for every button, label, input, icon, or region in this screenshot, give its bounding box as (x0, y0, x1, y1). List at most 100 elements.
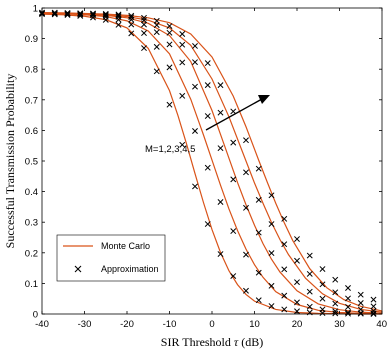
annotation-arrow (205, 98, 263, 131)
approximation-marker (255, 165, 262, 172)
approximation-marker (345, 304, 351, 310)
approximation-marker (153, 22, 160, 29)
approximation-marker (370, 310, 377, 317)
y-tick-label: 0.2 (25, 248, 38, 259)
x-tick-label: 20 (292, 319, 303, 330)
approximation-marker (153, 43, 160, 50)
approximation-marker (268, 282, 275, 289)
x-tick-label: -40 (35, 319, 49, 330)
legend-marker-swatch (74, 265, 82, 273)
approximation-marker (281, 292, 288, 299)
approximation-marker (357, 300, 364, 306)
approximation-marker (128, 21, 135, 28)
approximation-marker (141, 21, 147, 28)
approximation-marker (319, 306, 326, 313)
approximation-marker (77, 11, 84, 18)
approximation-marker (192, 83, 198, 90)
approximation-marker (192, 42, 198, 49)
approximation-marker (217, 251, 224, 257)
approximation-marker (243, 169, 249, 176)
approximation-marker (255, 269, 262, 276)
approximation-marker (319, 266, 326, 272)
x-tick-label: 0 (209, 319, 214, 330)
approximation-marker (166, 23, 173, 30)
y-tick-label: 0.5 (25, 157, 38, 168)
approximation-marker (141, 45, 147, 52)
x-axis: -40 -30 -20 -10 0 10 20 30 40 (35, 8, 387, 330)
approximation-marker (90, 12, 96, 19)
approximation-marker (281, 241, 288, 248)
approximation-marker (217, 199, 224, 205)
approximation-marker (217, 145, 224, 152)
approximation-marker (370, 307, 377, 314)
approximation-marker (166, 101, 173, 108)
approximation-marker (141, 14, 147, 21)
approximation-marker (306, 303, 313, 310)
approximation-marker (357, 306, 364, 313)
monte-carlo-curve-m5 (41, 11, 383, 312)
approximation-marker (115, 12, 122, 19)
approximation-marker (128, 30, 135, 37)
approximation-marker (204, 164, 211, 171)
y-tick-label: 0.1 (25, 279, 38, 290)
approximation-marker (357, 291, 364, 298)
approximation-marker (77, 13, 84, 19)
approximation-marker (179, 141, 186, 148)
approximation-marker (255, 196, 262, 203)
monte-carlo-curve-m4 (41, 12, 383, 313)
approximation-marker (345, 295, 351, 302)
approximation-marker (243, 251, 249, 258)
y-tick-label: 1 (33, 4, 38, 15)
approximation-marker (115, 13, 122, 20)
approximation-marker (115, 16, 122, 23)
approximation-marker (230, 176, 237, 183)
approximation-marker (281, 306, 288, 313)
approximation-marker (90, 10, 96, 17)
x-tick-label: -30 (78, 319, 92, 330)
annotation: M=1,2,3,4,5 (145, 95, 270, 155)
approximation-marker (294, 257, 300, 264)
approximation-marker (115, 11, 122, 18)
approximation-marker (294, 279, 300, 286)
approximation-marker (204, 82, 211, 89)
approximation-marker (141, 17, 147, 24)
approximation-marker (115, 21, 122, 28)
approximation-marker (153, 68, 160, 75)
legend-label-approximation: Approximation (101, 264, 159, 274)
y-tick-label: 0.3 (25, 218, 38, 229)
approximation-marker (268, 192, 275, 199)
x-tick-label: 30 (334, 319, 345, 330)
annotation-text: M=1,2,3,4,5 (145, 144, 195, 155)
x-tick-label: -20 (120, 319, 134, 330)
approximation-marker (370, 303, 377, 310)
y-axis: 0 0.1 0.2 0.3 0.4 0.5 0.6 0.7 0.8 0.9 1 (25, 4, 382, 321)
approximation-marker (128, 14, 135, 21)
approximation-marker (204, 221, 211, 227)
approximation-marker (64, 9, 71, 16)
approximation-marker (319, 295, 326, 302)
y-tick-label: 0.6 (25, 126, 38, 137)
approximation-marker (281, 215, 288, 222)
y-tick-label: 0.4 (25, 187, 38, 198)
approximation-marker (230, 228, 237, 235)
approximation-marker (306, 288, 313, 295)
y-tick-label: 0 (33, 310, 38, 321)
legend-box (56, 234, 166, 282)
markers-layer (39, 9, 377, 317)
monte-carlo-curve-m1 (41, 13, 382, 315)
approximation-marker (192, 128, 198, 134)
approximation-marker (332, 276, 339, 283)
approximation-marker (268, 250, 275, 257)
y-tick-label: 0.9 (25, 34, 38, 45)
approximation-marker (243, 137, 249, 144)
x-axis-label: SIR Threshold τ (dB) (161, 335, 263, 349)
approximation-marker (243, 287, 249, 294)
approximation-marker (255, 297, 262, 304)
approximation-marker (141, 30, 147, 37)
approximation-marker (281, 266, 288, 273)
approximation-marker (179, 59, 186, 66)
approximation-marker (230, 273, 237, 280)
approximation-marker (128, 12, 135, 19)
approximation-marker (192, 183, 198, 190)
